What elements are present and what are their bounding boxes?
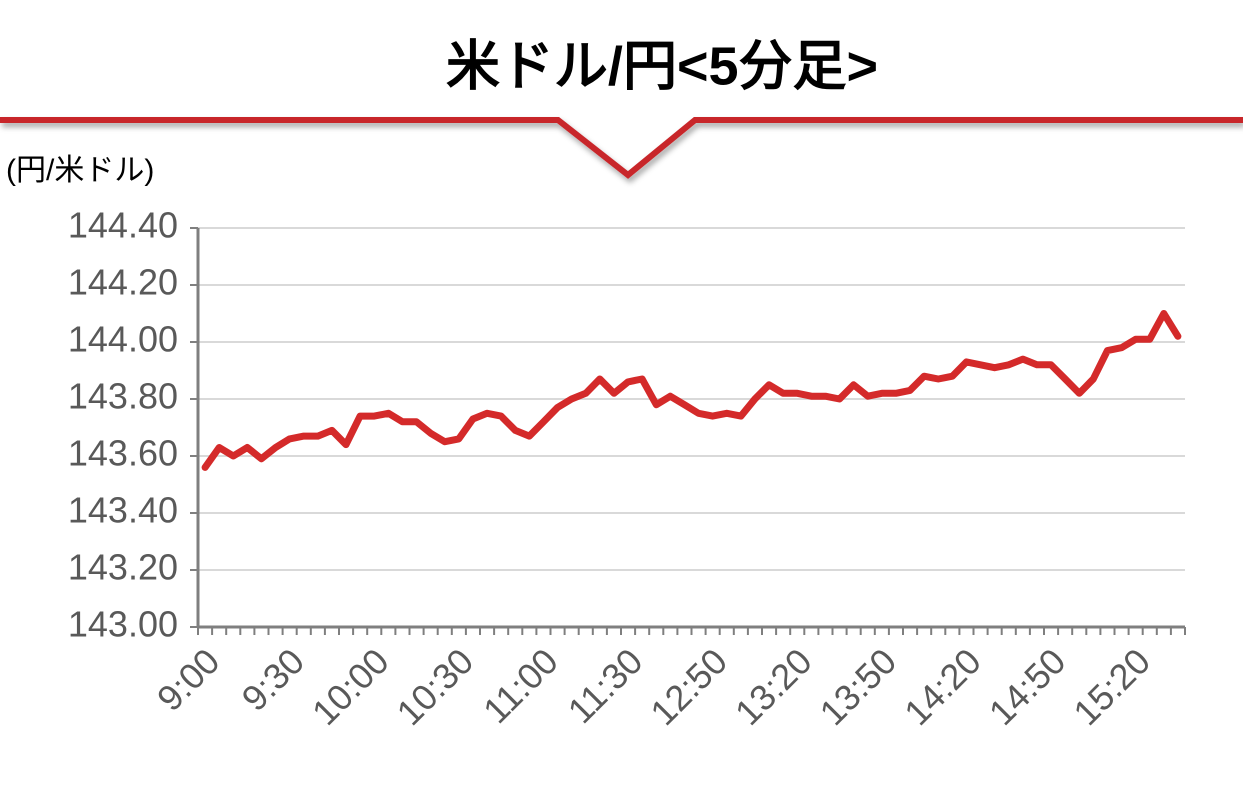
chart-title: 米ドル/円<5分足> — [446, 36, 878, 96]
y-tick-label: 143.20 — [68, 547, 178, 588]
y-tick-label: 144.40 — [68, 205, 178, 246]
x-tick-label: 9:30 — [233, 640, 312, 719]
x-tick-label: 14:20 — [896, 640, 989, 733]
y-tick-label: 143.00 — [68, 604, 178, 645]
x-tick-label: 10:00 — [304, 640, 397, 733]
title-underline — [0, 117, 1243, 179]
y-tick-label: 144.20 — [68, 262, 178, 303]
x-tick-label: 14:50 — [981, 640, 1074, 733]
y-tick-label: 143.80 — [68, 376, 178, 417]
x-tick-label: 13:50 — [812, 640, 905, 733]
price-line — [201, 310, 1182, 471]
x-tick-label: 11:30 — [560, 640, 651, 731]
y-tick-label: 144.00 — [68, 319, 178, 360]
x-tick-label: 15:20 — [1065, 640, 1158, 733]
y-axis-label: (円/米ドル) — [6, 154, 154, 187]
x-tick-label: 9:00 — [149, 640, 228, 719]
y-tick-label: 143.60 — [68, 433, 178, 474]
x-tick-label: 13:20 — [727, 640, 820, 733]
y-tick-label: 143.40 — [68, 490, 178, 531]
x-tick-label: 10:30 — [389, 640, 482, 733]
x-tick-label: 12:50 — [642, 640, 735, 733]
x-tick-label: 11:00 — [475, 640, 566, 731]
